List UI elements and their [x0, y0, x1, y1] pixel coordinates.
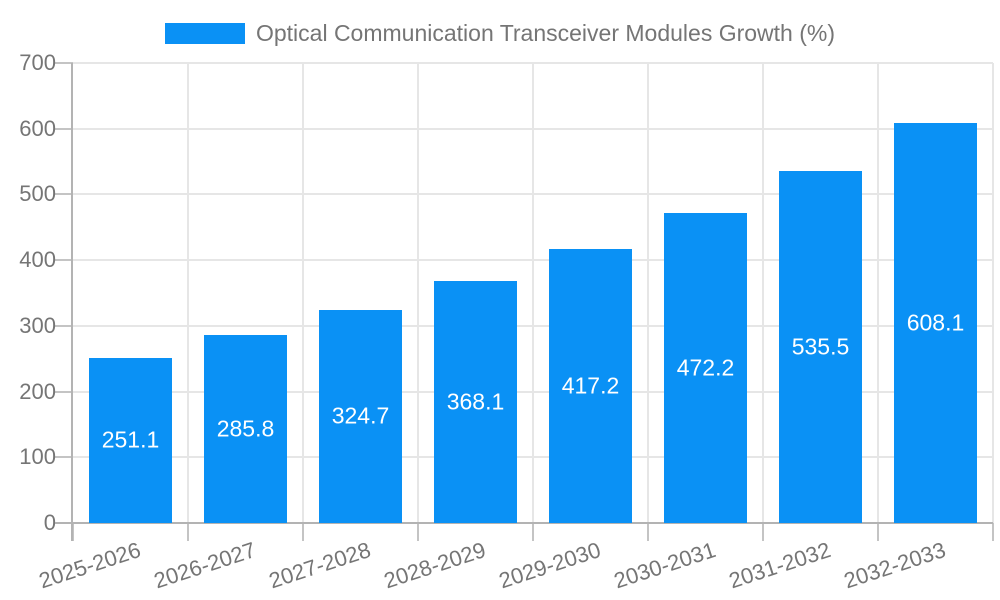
- y-tick-mark: [55, 127, 73, 130]
- bar[interactable]: 417.2: [549, 248, 632, 523]
- v-gridline: [417, 63, 419, 523]
- bar-value-label: 535.5: [791, 333, 850, 360]
- x-tick-mark: [647, 523, 649, 541]
- bar[interactable]: 251.1: [89, 357, 172, 523]
- y-tick-mark: [55, 259, 73, 262]
- v-gridline: [647, 63, 649, 523]
- x-tick-label: 2028-2029: [381, 537, 489, 594]
- x-tick-label: 2026-2027: [151, 537, 259, 594]
- legend-label: Optical Communication Transceiver Module…: [255, 19, 836, 46]
- bar[interactable]: 608.1: [894, 123, 977, 523]
- v-gridline: [877, 63, 879, 523]
- bar-value-label: 472.2: [676, 354, 735, 381]
- x-tick-label: 2025-2026: [36, 537, 144, 594]
- x-tick-mark: [992, 523, 994, 541]
- v-gridline: [187, 63, 189, 523]
- bar[interactable]: 368.1: [434, 281, 517, 523]
- y-tick-mark: [55, 62, 73, 64]
- x-axis-line: [55, 522, 993, 524]
- legend-swatch[interactable]: [164, 22, 245, 44]
- y-tick-label: 700: [19, 50, 56, 75]
- bar-value-label: 608.1: [906, 309, 965, 336]
- bar[interactable]: 535.5: [779, 171, 862, 523]
- x-tick-mark: [762, 523, 764, 541]
- bar[interactable]: 472.2: [664, 212, 747, 523]
- x-tick-label: 2027-2028: [266, 537, 374, 594]
- bar-value-label: 417.2: [561, 372, 620, 399]
- y-tick-mark: [55, 456, 73, 459]
- bar-value-label: 368.1: [446, 388, 505, 415]
- y-tick-mark: [55, 324, 73, 327]
- bar-value-label: 324.7: [331, 402, 390, 429]
- y-tick-label: 300: [19, 312, 56, 338]
- x-tick-mark: [532, 523, 534, 541]
- x-tick-mark: [302, 523, 304, 541]
- bar[interactable]: 324.7: [319, 309, 402, 523]
- x-tick-label: 2030-2031: [611, 537, 719, 594]
- x-tick-label: 2031-2032: [726, 537, 834, 594]
- y-tick-label: 500: [19, 181, 56, 207]
- x-tick-mark: [187, 523, 189, 541]
- y-tick-label: 200: [19, 378, 56, 404]
- y-axis-line: [71, 63, 73, 541]
- bar[interactable]: 285.8: [204, 335, 287, 523]
- bar-value-label: 251.1: [101, 426, 160, 453]
- y-tick-mark: [55, 193, 73, 196]
- v-gridline: [532, 63, 534, 523]
- v-gridline: [302, 63, 304, 523]
- x-tick-mark: [417, 523, 419, 541]
- x-tick-mark: [877, 523, 879, 541]
- v-gridline: [762, 63, 764, 523]
- y-tick-label: 0: [43, 510, 56, 535]
- y-tick-mark: [55, 390, 73, 393]
- y-tick-label: 100: [19, 444, 56, 470]
- v-gridline: [992, 63, 994, 523]
- y-tick-label: 600: [19, 115, 56, 141]
- legend[interactable]: Optical Communication Transceiver Module…: [0, 18, 1000, 48]
- x-tick-label: 2029-2030: [496, 537, 604, 594]
- x-tick-label: 2032-2033: [841, 537, 949, 594]
- bar-value-label: 285.8: [216, 415, 275, 442]
- x-tick-mark: [72, 523, 74, 541]
- y-tick-label: 400: [19, 247, 56, 273]
